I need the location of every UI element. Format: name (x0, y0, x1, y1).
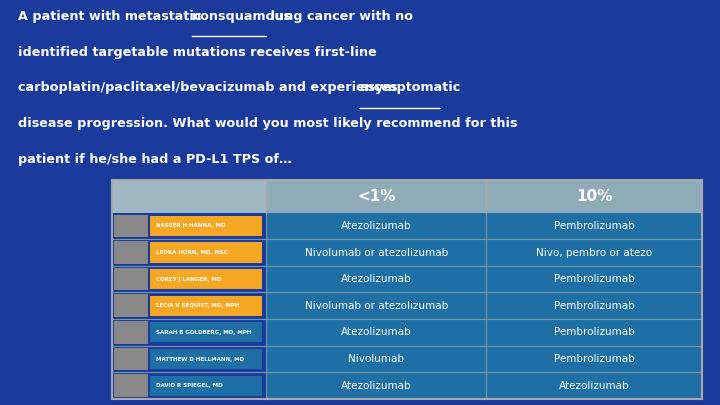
Text: Nivolumab or atezolizumab: Nivolumab or atezolizumab (305, 301, 448, 311)
Text: Pembrolizumab: Pembrolizumab (554, 354, 634, 364)
FancyBboxPatch shape (486, 239, 702, 266)
FancyBboxPatch shape (112, 180, 266, 213)
Text: 10%: 10% (576, 189, 612, 204)
FancyBboxPatch shape (112, 180, 702, 213)
Text: <1%: <1% (357, 189, 395, 204)
FancyBboxPatch shape (114, 294, 148, 317)
Text: MATTHEW D HELLMANN, MD: MATTHEW D HELLMANN, MD (156, 356, 243, 362)
FancyBboxPatch shape (114, 215, 148, 237)
Text: COREY J LANGER, MD: COREY J LANGER, MD (156, 277, 221, 281)
FancyBboxPatch shape (150, 349, 262, 369)
FancyBboxPatch shape (114, 241, 148, 264)
Text: Atezolizumab: Atezolizumab (341, 327, 412, 337)
FancyBboxPatch shape (486, 266, 702, 292)
Text: NASSER H HANNA, MD: NASSER H HANNA, MD (156, 224, 225, 228)
Text: Pembrolizumab: Pembrolizumab (554, 221, 634, 231)
Text: Nivo, pembro or atezo: Nivo, pembro or atezo (536, 247, 652, 258)
Text: A patient with metastatic: A patient with metastatic (18, 10, 206, 23)
FancyBboxPatch shape (266, 213, 486, 239)
FancyBboxPatch shape (266, 319, 486, 346)
FancyBboxPatch shape (114, 348, 148, 370)
Text: nonsquamous: nonsquamous (192, 10, 292, 23)
FancyBboxPatch shape (486, 319, 702, 346)
Text: Pembrolizumab: Pembrolizumab (554, 274, 634, 284)
FancyBboxPatch shape (114, 268, 148, 290)
FancyBboxPatch shape (150, 322, 262, 343)
Text: carboplatin/paclitaxel/bevacizumab and experiences: carboplatin/paclitaxel/bevacizumab and e… (18, 81, 402, 94)
FancyBboxPatch shape (486, 346, 702, 372)
FancyBboxPatch shape (150, 296, 262, 316)
Text: Nivolumab or atezolizumab: Nivolumab or atezolizumab (305, 247, 448, 258)
FancyBboxPatch shape (114, 374, 148, 397)
Text: Atezolizumab: Atezolizumab (341, 381, 412, 390)
FancyBboxPatch shape (266, 292, 486, 319)
FancyBboxPatch shape (150, 269, 262, 289)
Text: Nivolumab: Nivolumab (348, 354, 404, 364)
Text: Atezolizumab: Atezolizumab (559, 381, 629, 390)
FancyBboxPatch shape (266, 346, 486, 372)
FancyBboxPatch shape (266, 239, 486, 266)
Text: Pembrolizumab: Pembrolizumab (554, 301, 634, 311)
FancyBboxPatch shape (486, 372, 702, 399)
FancyBboxPatch shape (266, 372, 486, 399)
Text: SARAH B GOLDBERG, MD, MPH: SARAH B GOLDBERG, MD, MPH (156, 330, 251, 335)
FancyBboxPatch shape (486, 213, 702, 239)
Text: LECIA V SEQUIST, MD, MPH: LECIA V SEQUIST, MD, MPH (156, 303, 239, 308)
FancyBboxPatch shape (266, 266, 486, 292)
Text: DAVID R SPIEGEL, MD: DAVID R SPIEGEL, MD (156, 383, 222, 388)
Text: identified targetable mutations receives first-line: identified targetable mutations receives… (18, 46, 377, 59)
Text: Atezolizumab: Atezolizumab (341, 221, 412, 231)
FancyBboxPatch shape (150, 216, 262, 236)
Text: Atezolizumab: Atezolizumab (341, 274, 412, 284)
Text: lung cancer with no: lung cancer with no (266, 10, 413, 23)
Text: asymptomatic: asymptomatic (359, 81, 461, 94)
FancyBboxPatch shape (150, 243, 262, 262)
Text: Pembrolizumab: Pembrolizumab (554, 327, 634, 337)
Text: LEORA HORN, MD, MSC: LEORA HORN, MD, MSC (156, 250, 228, 255)
Text: disease progression. What would you most likely recommend for this: disease progression. What would you most… (18, 117, 518, 130)
FancyBboxPatch shape (114, 321, 148, 344)
FancyBboxPatch shape (486, 292, 702, 319)
FancyBboxPatch shape (150, 375, 262, 396)
Text: patient if he/she had a PD-L1 TPS of…: patient if he/she had a PD-L1 TPS of… (18, 153, 292, 166)
